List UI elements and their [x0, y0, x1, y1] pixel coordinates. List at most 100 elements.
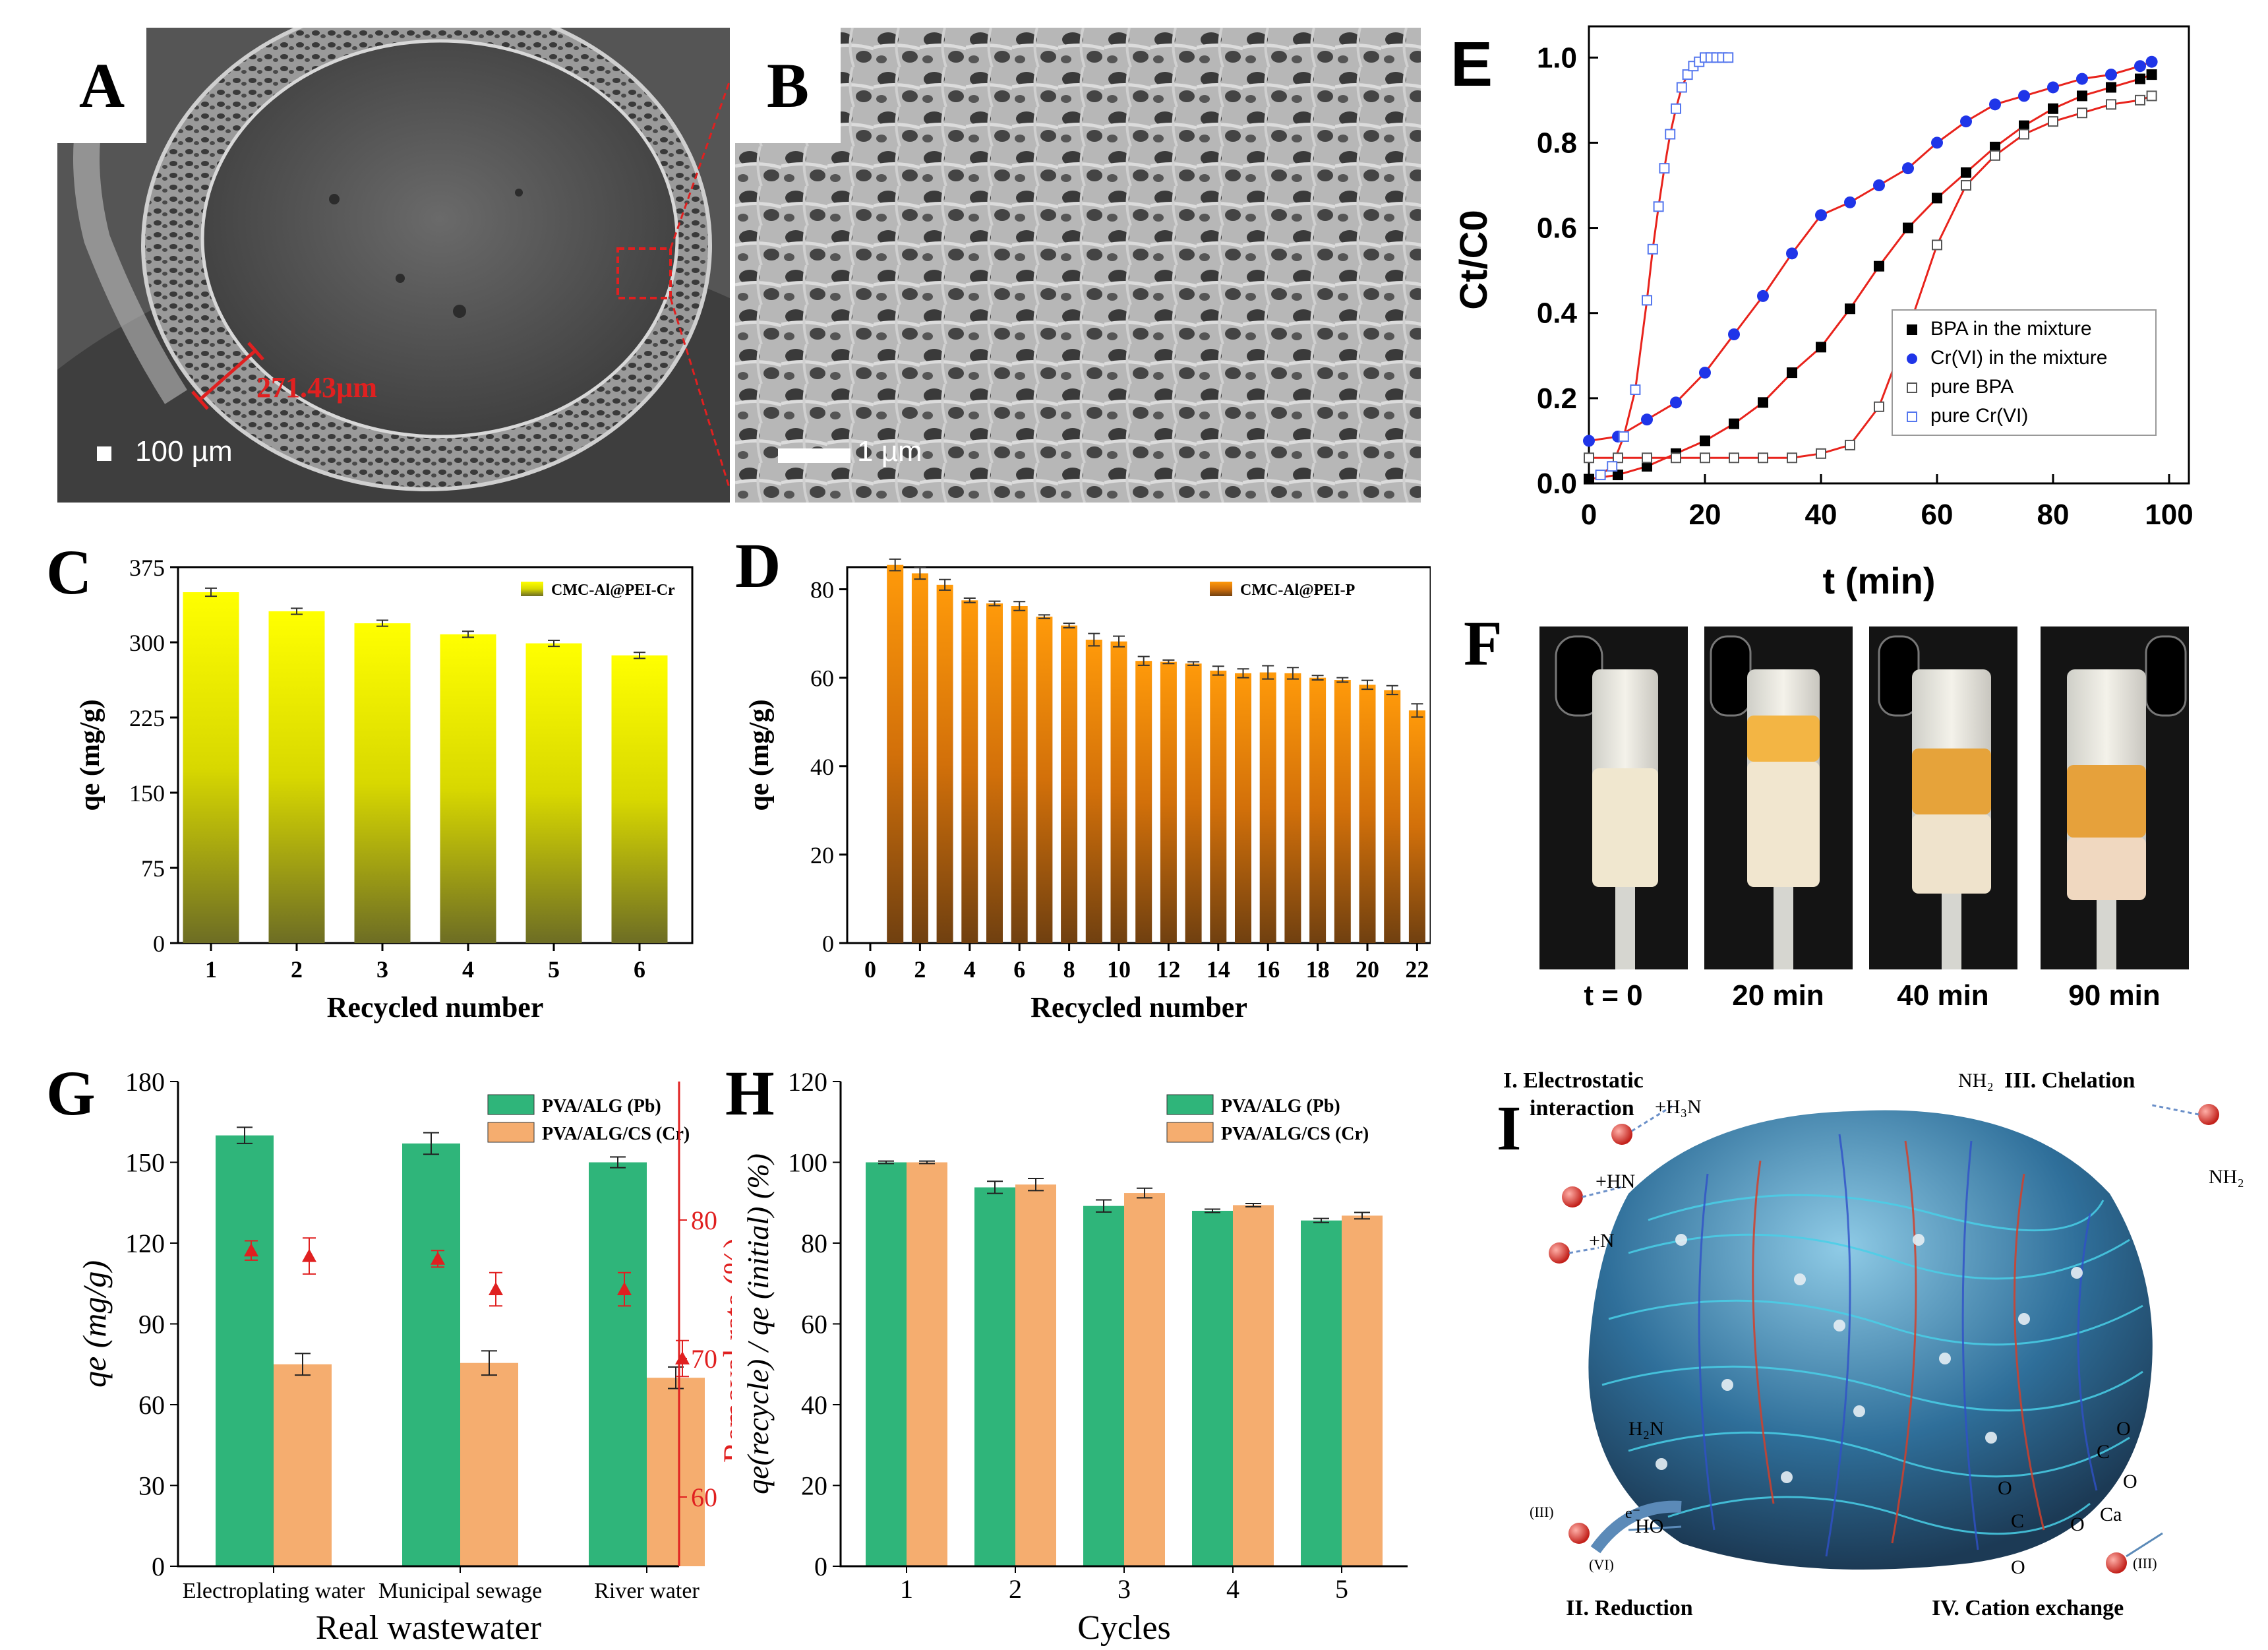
point: [1990, 141, 2000, 152]
bar-7: [1036, 617, 1053, 943]
chart-g: 0 30 60 90 120 150 180 Electroplating water Muni…: [46, 1058, 732, 1647]
point: [1816, 342, 1826, 353]
error-bar-6: [634, 652, 645, 659]
point: [1613, 452, 1623, 464]
photo-90min: [2041, 626, 2189, 969]
group-nh2-top: NH₂: [1958, 1070, 1994, 1091]
photo-20min: [1704, 626, 1853, 969]
point: [1961, 180, 1971, 191]
atom-c1: C: [2097, 1441, 2110, 1463]
point: [1874, 260, 1884, 272]
x-tick-label: 18: [1306, 956, 1330, 983]
atom-c2: C: [2011, 1510, 2025, 1532]
legend-swatch: [487, 1122, 535, 1143]
point: [2048, 103, 2058, 114]
point: [1653, 201, 1664, 212]
label-reduction: II. Reduction: [1566, 1596, 1693, 1620]
sem-image-a: [57, 28, 730, 503]
panel-label-f: F: [1464, 608, 1503, 679]
x-tick-label: 14: [1207, 956, 1230, 983]
point: [1642, 461, 1652, 472]
legend-marker: [1907, 324, 1917, 335]
caption-90min: 90 min: [2068, 979, 2161, 1012]
point: [2135, 73, 2145, 84]
x-tick-label: 1: [205, 956, 217, 983]
point: [2018, 90, 2030, 102]
y-tick-label: 0: [814, 1552, 827, 1581]
error-bar: [668, 1366, 684, 1390]
legend-label: CMC-Al@PEI-Cr: [551, 582, 675, 599]
x-tick-label: 6: [1013, 956, 1025, 983]
axes: [177, 1082, 679, 1568]
point: [2134, 60, 2146, 73]
bar-4: [961, 600, 978, 943]
y-tick-label: 20: [810, 842, 834, 869]
bar-4: [440, 634, 496, 943]
x-tick-label: 100: [2145, 499, 2193, 531]
point: [1845, 439, 1855, 450]
error-bar-1: [889, 558, 901, 572]
x-tick-label: 16: [1256, 956, 1280, 983]
bar-13: [1185, 663, 1202, 943]
plot-frame: [177, 566, 694, 944]
bar-6: [1011, 606, 1028, 943]
legend-swatch: [487, 1094, 535, 1115]
error-bar-5: [548, 639, 560, 648]
panel-f: F: [1431, 607, 2268, 1029]
caption-t0: t = 0: [1584, 979, 1643, 1012]
x-tick-label: 6: [634, 956, 645, 983]
bar-2-3: [1124, 1193, 1165, 1566]
error-bar: [423, 1132, 439, 1155]
point: [1786, 247, 1798, 260]
legend-label: PVA/ALG/CS (Cr): [542, 1124, 690, 1144]
error-bar-18: [1311, 675, 1324, 681]
atom-o4: O: [1998, 1477, 2012, 1499]
fit-curve-4: [1599, 56, 1729, 476]
point: [2146, 90, 2157, 102]
legend-label: pure Cr(VI): [1930, 405, 2028, 427]
x-tick-label: 4: [1226, 1574, 1239, 1604]
x-tick-label: 8: [1063, 956, 1075, 983]
bar-1-5: [1301, 1220, 1342, 1566]
legend-label: PVA/ALG (Pb): [542, 1096, 661, 1116]
legend-label: CMC-Al@PEI-P: [1240, 582, 1355, 599]
atom-o3: O: [2070, 1513, 2085, 1535]
point: [2047, 81, 2059, 94]
x-tick-label: 3: [1118, 1574, 1131, 1604]
y-tick-label: 60: [801, 1310, 827, 1339]
error-bar-6: [1013, 601, 1026, 611]
point: [1815, 209, 1827, 222]
bar-1-4: [1192, 1211, 1233, 1566]
error-bar-21: [1386, 685, 1398, 696]
point: [1584, 452, 1594, 464]
point: [2106, 99, 2116, 110]
bar-2-1: [907, 1162, 947, 1566]
column-photos: [1539, 626, 2189, 969]
x-axis-title: Recycled number: [327, 991, 544, 1024]
bar-22: [1408, 710, 1425, 943]
panel-label-b: B: [735, 28, 841, 143]
point: [1961, 167, 1971, 178]
error-bar: [1354, 1211, 1370, 1220]
legend-marker: [1907, 353, 1917, 364]
point: [1699, 367, 1711, 379]
bar-1-2: [402, 1143, 460, 1566]
ion-ca: Ca: [2100, 1504, 2122, 1525]
bar-8: [1061, 625, 1078, 943]
x-tick-label: 1: [900, 1574, 913, 1604]
legend-swatch: [1210, 582, 1232, 596]
y2-tick-label: 70: [691, 1344, 717, 1374]
bar-9: [1085, 639, 1102, 943]
point: [2019, 120, 2029, 131]
y-tick-label: 180: [125, 1067, 165, 1097]
caption-20min: 20 min: [1732, 979, 1824, 1012]
removal-rate-point: [302, 1248, 316, 1262]
bar-1-2: [974, 1187, 1015, 1566]
point: [2076, 73, 2088, 85]
bar-5: [986, 603, 1003, 943]
panel-label: E: [1450, 29, 1493, 100]
atom-o1: O: [2116, 1418, 2131, 1440]
point: [2146, 69, 2157, 80]
point: [1613, 470, 1623, 481]
legend-label: Cr(VI) in the mixture: [1930, 347, 2107, 369]
